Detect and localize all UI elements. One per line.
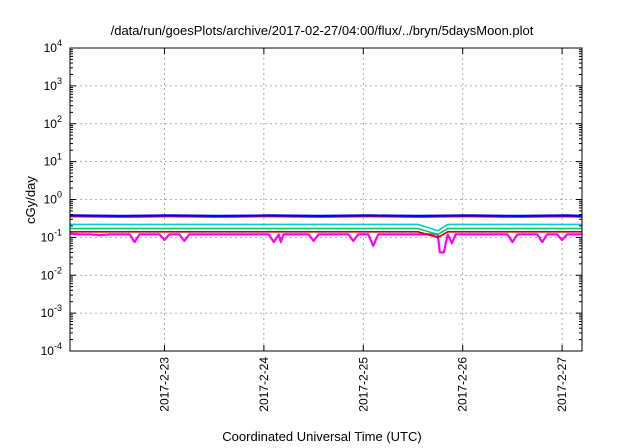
y-tick-label: 10-3 [41, 303, 62, 320]
y-tick-label: 10-2 [41, 265, 62, 282]
chart-title: /data/run/goesPlots/archive/2017-02-27/0… [111, 23, 534, 38]
y-tick-label: 102 [44, 114, 62, 131]
series-line [69, 214, 583, 217]
x-tick-label: 2017-2-25 [356, 357, 370, 412]
y-axis-label: cGy/day [23, 176, 38, 224]
x-tick-label: 2017-2-24 [257, 357, 271, 412]
x-axis-label: Coordinated Universal Time (UTC) [222, 429, 421, 444]
series-layer [69, 214, 583, 254]
series-line [69, 232, 582, 254]
y-tick-label: 104 [44, 38, 62, 55]
y-tick-label: 10-1 [41, 227, 62, 244]
y-tick-label: 10-4 [41, 341, 62, 358]
y-tick-label: 101 [44, 152, 62, 169]
series-line [70, 227, 582, 236]
x-tick-label: 2017-2-26 [456, 357, 470, 412]
y-tick-label: 103 [44, 76, 62, 93]
series-line [70, 231, 582, 239]
x-tick-label: 2017-2-27 [555, 357, 569, 412]
y-tick-label: 100 [44, 190, 62, 207]
series-line [70, 223, 582, 232]
ticks: 10-4 10-3 10-2 10-1 100 101 102 103 104 2017-2-23… [41, 38, 582, 412]
x-tick-label: 2017-2-23 [157, 357, 171, 412]
grid [70, 48, 582, 351]
